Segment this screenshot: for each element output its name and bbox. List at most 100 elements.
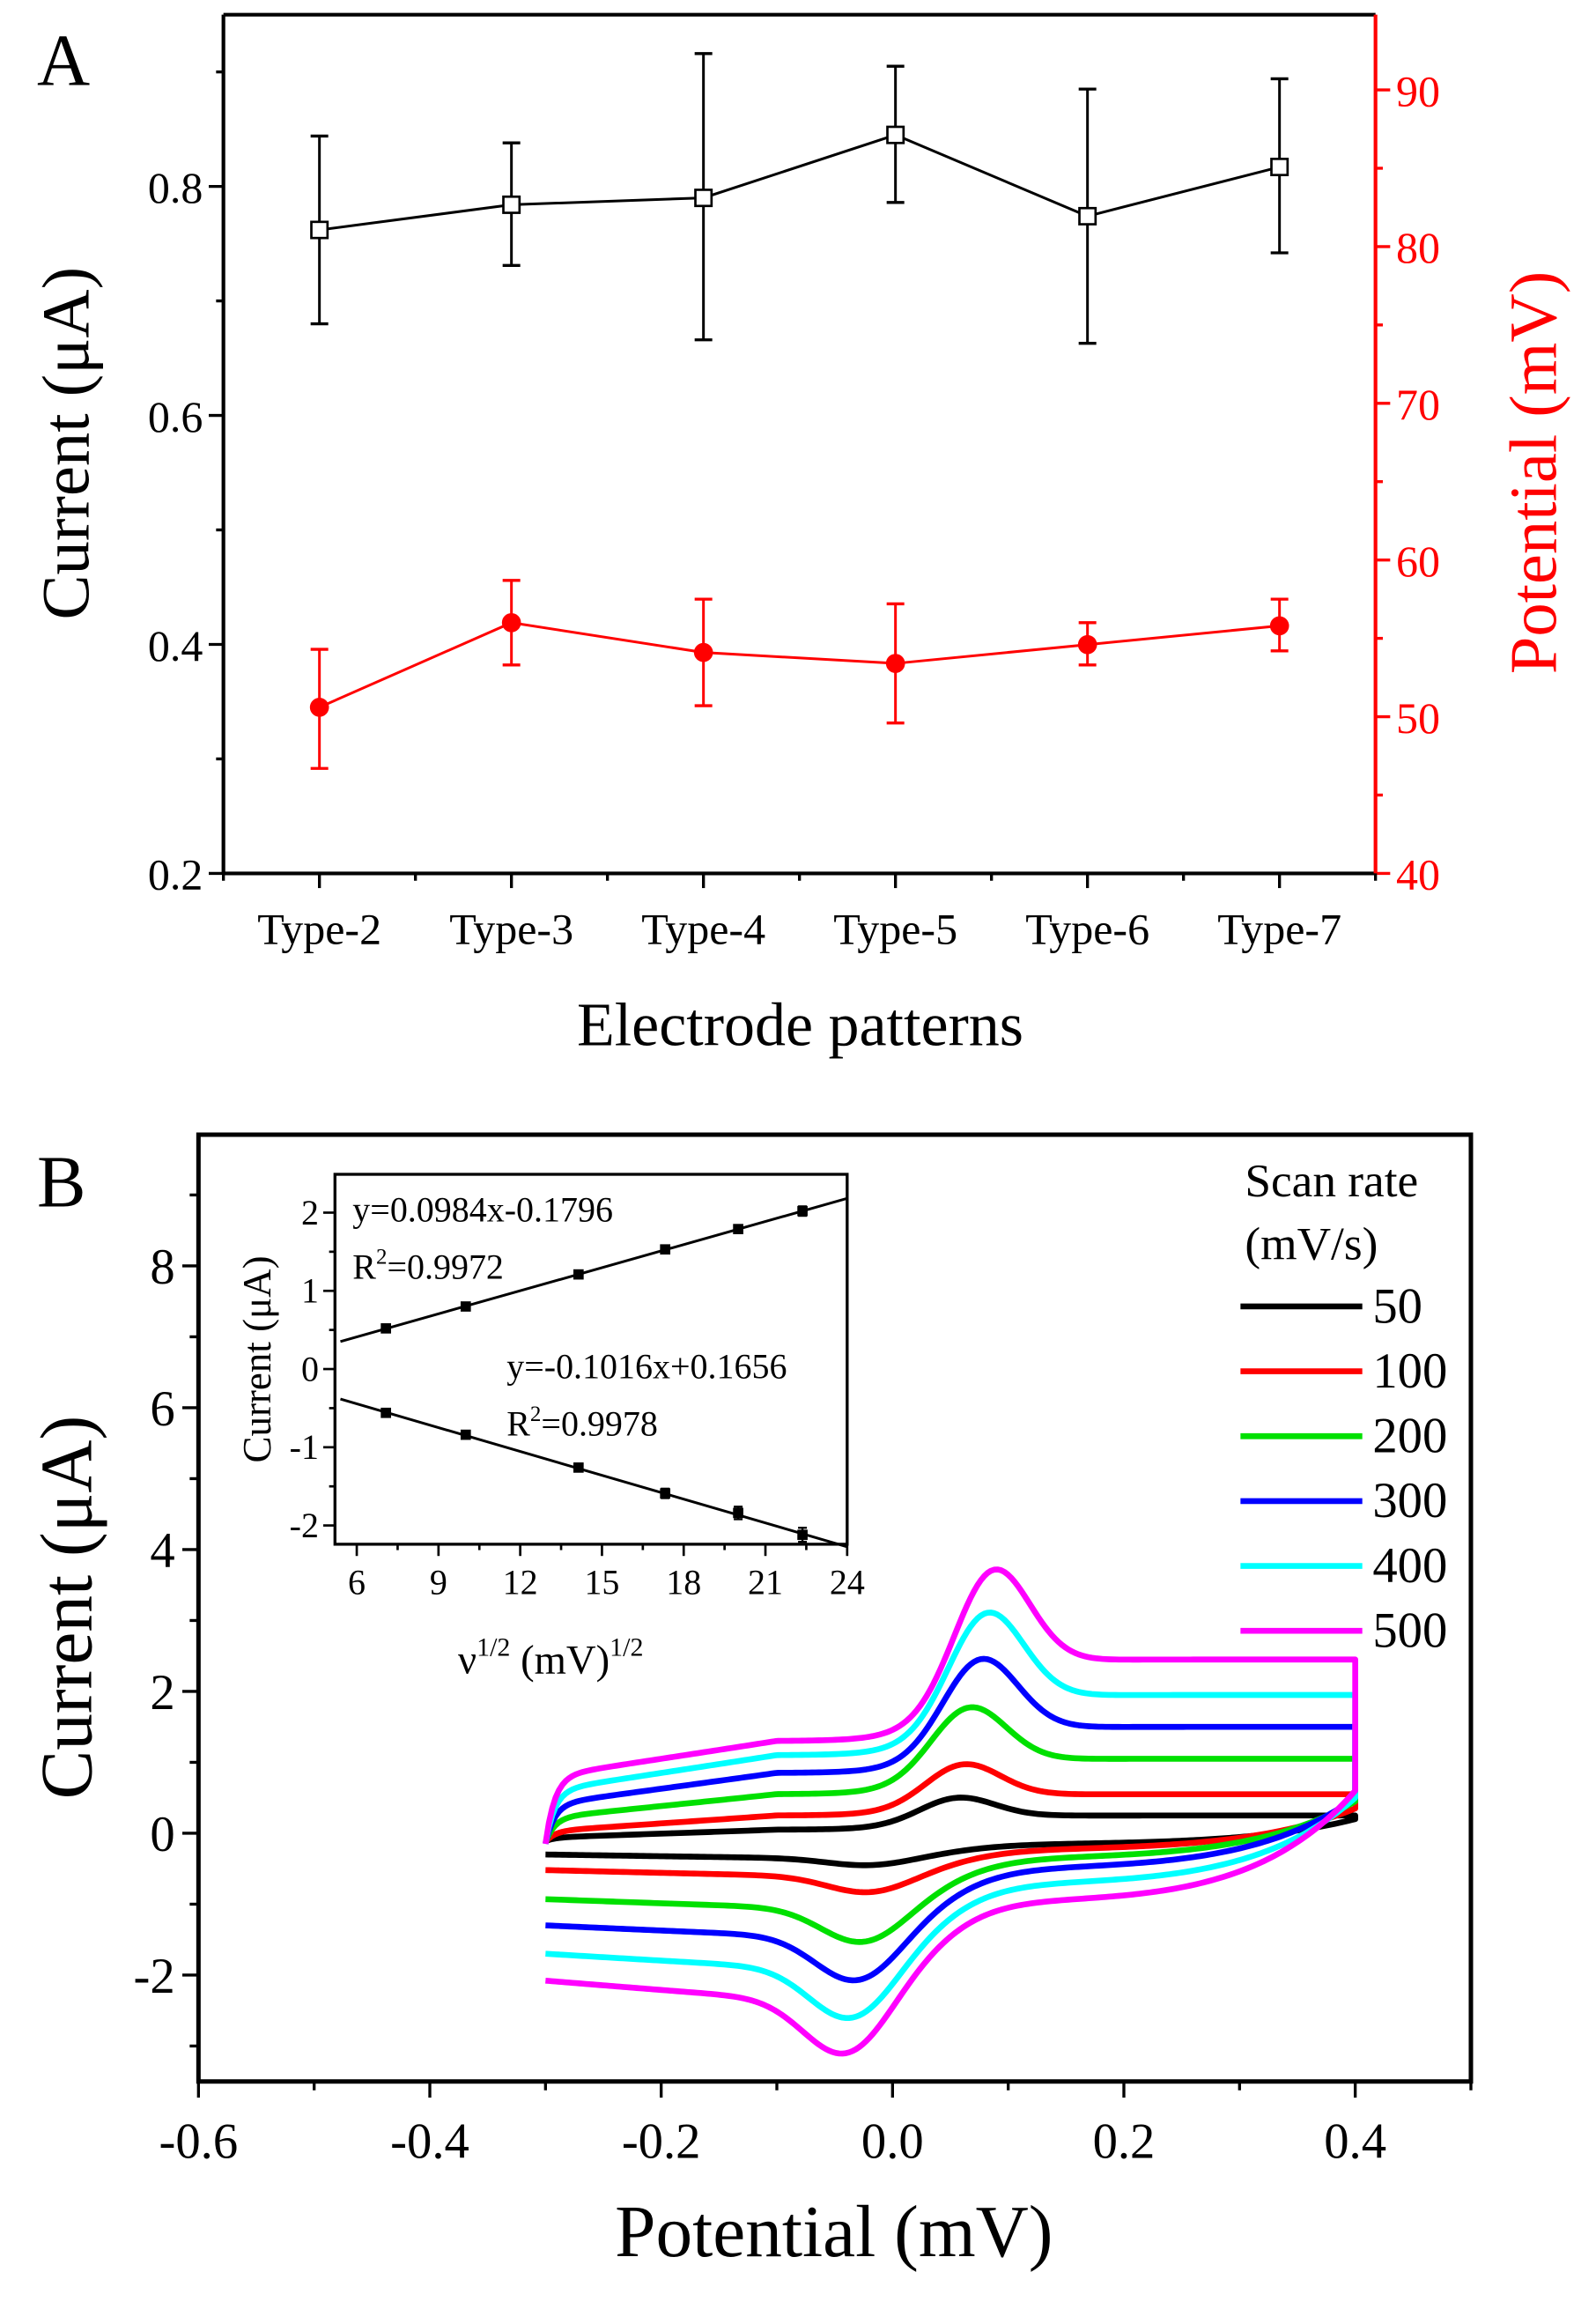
inset-x-tick-label: 15 xyxy=(584,1563,619,1602)
cv-curve-500 xyxy=(543,1566,1358,2057)
x-tick-label: -0.6 xyxy=(159,2114,239,2169)
inset-data-point xyxy=(381,1407,391,1418)
x-tick-label: Type-4 xyxy=(641,904,765,953)
panel-a-y-axis-title: Current (μA) xyxy=(28,267,103,620)
data-point xyxy=(886,125,905,144)
data-point xyxy=(501,612,521,633)
r2-value: =0.9972 xyxy=(387,1247,503,1286)
x-tick-label: Type-7 xyxy=(1217,904,1341,953)
inset-x-axis-title: ν1/2 (mV)1/2 xyxy=(458,1633,643,1684)
inset-y-tick-label: 0 xyxy=(301,1349,319,1388)
series-potential xyxy=(309,579,1289,770)
r2-prefix: R xyxy=(506,1404,530,1444)
x-tick-label: 0.4 xyxy=(1324,2114,1386,2169)
y-tick-label: 0.8 xyxy=(148,163,203,212)
inset-data-point xyxy=(797,1205,808,1217)
inset-x-tick-label: 24 xyxy=(830,1563,865,1602)
data-point xyxy=(1077,634,1097,655)
inset-y-axis-title: Current (μA) xyxy=(235,1255,279,1462)
inset-data-point xyxy=(660,1488,671,1499)
y-tick-label: 0.2 xyxy=(148,850,203,899)
y2-tick-label: 70 xyxy=(1396,380,1440,429)
series-current xyxy=(310,52,1289,345)
inset-xlabel-sup2: 1/2 xyxy=(610,1633,643,1662)
y2-tick-label: 40 xyxy=(1396,850,1440,899)
panel-a-x-axis-title: Electrode patterns xyxy=(577,991,1023,1059)
y-tick-label: 0 xyxy=(150,1808,174,1862)
inset-data-point xyxy=(733,1507,743,1519)
x-tick-label: Type-6 xyxy=(1025,904,1149,953)
data-point xyxy=(693,642,713,662)
inset-data-point xyxy=(573,1462,584,1473)
anodic-fit-r2: R2=0.9972 xyxy=(352,1246,504,1287)
r2-value: =0.9978 xyxy=(541,1404,657,1444)
y-tick-label: 2 xyxy=(150,1666,174,1721)
inset-data-point xyxy=(460,1301,471,1312)
inset-xlabel-sup1: 1/2 xyxy=(477,1633,510,1662)
y-tick-label: 4 xyxy=(150,1524,174,1579)
cathodic-fit-r2: R2=0.9978 xyxy=(506,1402,658,1444)
inset-frame xyxy=(333,1173,849,1546)
x-tick-label: 0.2 xyxy=(1093,2114,1156,2169)
data-point xyxy=(310,220,329,240)
legend-title-line2: (mV/s) xyxy=(1245,1217,1378,1270)
inset-xlabel-unit: (mV) xyxy=(510,1638,610,1684)
data-point xyxy=(309,698,329,717)
x-tick-label: Type-2 xyxy=(257,904,381,953)
legend-label-100: 100 xyxy=(1372,1344,1447,1399)
inset-data-point xyxy=(573,1269,584,1280)
inset-xlabel-nu: ν xyxy=(458,1638,477,1684)
panel-label-a: A xyxy=(37,21,90,102)
data-point xyxy=(1078,206,1097,226)
panel-b-frame xyxy=(196,1132,1474,2084)
y-tick-label: 0.6 xyxy=(148,392,203,441)
y2-tick-label: 50 xyxy=(1396,693,1440,743)
data-point xyxy=(885,654,905,673)
panel-a-y2-axis-title: Potential (mV) xyxy=(1496,271,1571,675)
y-tick-label: -2 xyxy=(133,1950,174,2004)
inset-y-tick-label: -1 xyxy=(290,1427,319,1467)
data-point xyxy=(1270,158,1289,177)
legend-label-200: 200 xyxy=(1372,1410,1447,1464)
inset-x-tick-label: 21 xyxy=(748,1563,783,1602)
panel-a: A Electrode patterns Current (μA) Potent… xyxy=(28,12,1571,1059)
y-tick-label: 6 xyxy=(150,1382,174,1437)
y2-tick-label: 90 xyxy=(1396,66,1440,115)
inset-y-tick-label: 2 xyxy=(301,1193,319,1232)
legend-label-500: 500 xyxy=(1372,1604,1447,1659)
inset-data-point xyxy=(733,1224,743,1234)
y2-tick-label: 80 xyxy=(1396,223,1440,272)
x-tick-label: 0.0 xyxy=(861,2114,924,2169)
series-line xyxy=(319,133,1281,232)
inset-data-point xyxy=(460,1429,471,1440)
legend-title-line1: Scan rate xyxy=(1245,1154,1418,1207)
fit-line-cathodic xyxy=(340,1397,848,1549)
panel-b-x-axis-title: Potential (mV) xyxy=(615,2192,1053,2273)
legend-label-50: 50 xyxy=(1372,1279,1422,1334)
inset-y-tick-label: -2 xyxy=(290,1506,319,1545)
r2-sup: 2 xyxy=(376,1246,388,1269)
panel-label-b: B xyxy=(37,1143,86,1224)
inset-data-point xyxy=(660,1244,671,1255)
y-tick-label: 8 xyxy=(150,1240,174,1295)
data-point xyxy=(1269,616,1289,636)
x-tick-label: -0.4 xyxy=(390,2114,469,2169)
r2-sup: 2 xyxy=(530,1402,542,1426)
y-tick-label: 0.4 xyxy=(148,621,203,670)
cathodic-fit-equation: y=-0.1016x+0.1656 xyxy=(506,1347,787,1387)
x-tick-label: -0.2 xyxy=(622,2114,701,2169)
inset-x-tick-label: 12 xyxy=(503,1563,538,1602)
legend-label-400: 400 xyxy=(1372,1539,1447,1594)
inset-x-tick-label: 6 xyxy=(348,1563,366,1602)
x-tick-label: Type-5 xyxy=(833,904,957,953)
inset-x-tick-label: 18 xyxy=(666,1563,701,1602)
fit-line-anodic xyxy=(340,1196,848,1343)
y2-tick-label: 60 xyxy=(1396,537,1440,586)
inset-y-tick-label: 1 xyxy=(301,1271,319,1311)
data-point xyxy=(502,195,521,214)
series-line xyxy=(319,621,1280,709)
data-point xyxy=(694,189,713,208)
r2-prefix: R xyxy=(352,1247,376,1286)
inset-data-point xyxy=(797,1529,808,1541)
